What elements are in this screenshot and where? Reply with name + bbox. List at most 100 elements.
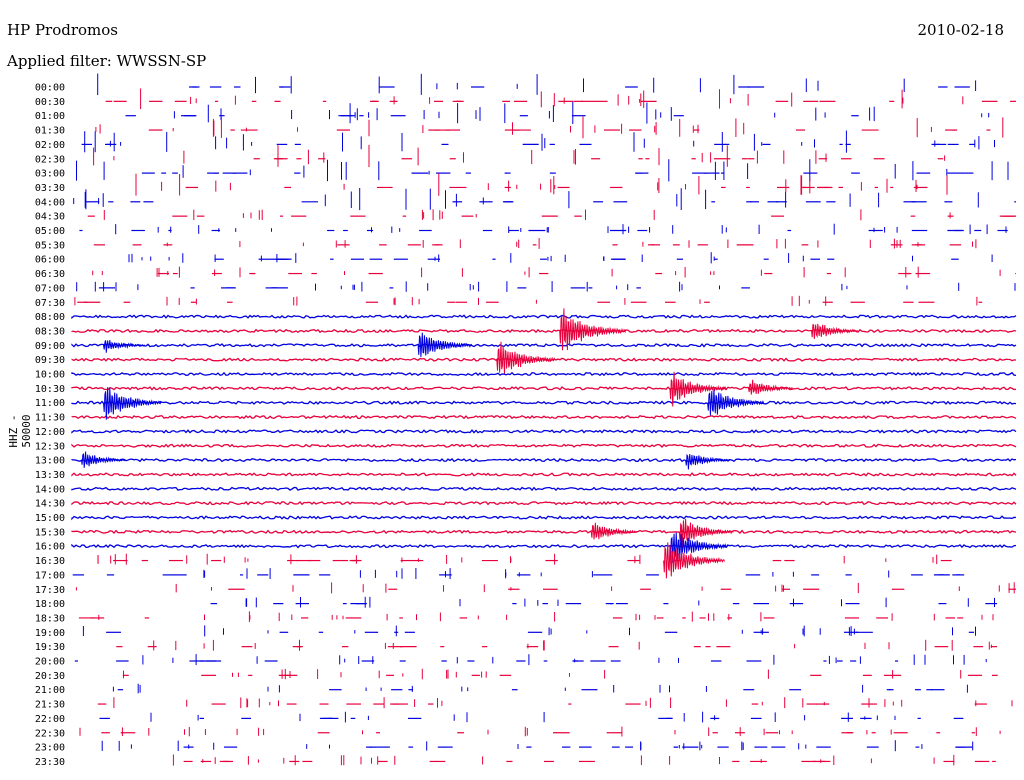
event-burst xyxy=(103,340,146,353)
trace-line xyxy=(71,429,1017,434)
trace-line xyxy=(71,443,1017,448)
trace-row xyxy=(71,515,1017,521)
row-tick-label: 21:30 xyxy=(35,700,65,711)
trace-row xyxy=(75,582,1016,594)
row-tick-label: 18:00 xyxy=(35,599,65,610)
row-tick-label: 16:00 xyxy=(35,542,65,553)
row-tick-label: 02:30 xyxy=(35,154,65,165)
row-tick-label: 11:00 xyxy=(35,398,65,409)
trace-row xyxy=(78,611,994,622)
trace-row xyxy=(71,343,1017,348)
trace-row xyxy=(105,88,1016,110)
seismic-traces xyxy=(71,73,1017,766)
row-tick-label: 00:00 xyxy=(35,83,65,94)
row-tick-label: 21:00 xyxy=(35,685,65,696)
event-burst xyxy=(496,341,556,374)
row-tick-label: 02:00 xyxy=(35,140,65,151)
event-burst xyxy=(590,522,638,540)
trace-row xyxy=(87,209,1016,221)
trace-row xyxy=(71,414,1017,420)
trace-row xyxy=(72,568,965,579)
trace-row xyxy=(99,711,964,723)
trace-row xyxy=(93,144,946,167)
row-tick-label: 01:00 xyxy=(35,111,65,122)
row-tick-label: 17:30 xyxy=(35,585,65,596)
row-tick-label: 06:30 xyxy=(35,269,65,280)
row-tick-label: 10:00 xyxy=(35,370,65,381)
row-tick-label: 13:00 xyxy=(35,456,65,467)
row-tick-label: 22:00 xyxy=(35,714,65,725)
row-tick-label: 06:00 xyxy=(35,255,65,266)
trace-line xyxy=(71,400,1017,405)
row-tick-label: 23:00 xyxy=(35,743,65,754)
station-title: HP Prodromos xyxy=(7,21,118,39)
trace-row xyxy=(128,252,993,264)
trace-row xyxy=(74,295,983,307)
row-tick-label: 18:30 xyxy=(35,613,65,624)
trace-line xyxy=(71,371,1017,377)
row-tick-label: 22:30 xyxy=(35,728,65,739)
trace-line xyxy=(71,414,1017,420)
trace-row xyxy=(76,159,1009,182)
trace-row xyxy=(172,754,996,766)
row-tick-label: 17:00 xyxy=(35,570,65,581)
trace-row xyxy=(135,173,948,196)
row-tick-label: 13:30 xyxy=(35,470,65,481)
event-burst xyxy=(559,308,626,351)
trace-line xyxy=(71,314,1017,320)
trace-line xyxy=(71,386,1017,391)
row-tick-label: 05:30 xyxy=(35,240,65,251)
row-tick-label: 19:30 xyxy=(35,642,65,653)
trace-row xyxy=(71,400,1017,405)
row-tick-labels: 00:00 00:30 01:00 01:30 02:00 02:30 03:00 03:30… xyxy=(35,83,65,768)
trace-row xyxy=(71,472,1017,477)
event-burst xyxy=(80,451,126,468)
event-burst xyxy=(103,387,162,420)
event-burst xyxy=(811,323,858,339)
trace-row xyxy=(71,314,1017,320)
row-tick-label: 07:00 xyxy=(35,283,65,294)
row-tick-label: 12:00 xyxy=(35,427,65,438)
trace-line xyxy=(71,457,1017,463)
row-tick-label: 19:00 xyxy=(35,628,65,639)
trace-line xyxy=(71,515,1017,521)
row-tick-label: 04:00 xyxy=(35,197,65,208)
event-burst xyxy=(417,332,473,358)
row-tick-label: 01:30 xyxy=(35,126,65,137)
trace-row xyxy=(71,500,1017,506)
trace-row xyxy=(97,553,952,565)
trace-row xyxy=(73,188,1016,211)
trace-row xyxy=(71,543,1017,549)
date-label: 2010-02-18 xyxy=(917,21,1004,39)
trace-row xyxy=(76,281,1016,292)
trace-line xyxy=(71,343,1017,348)
row-tick-label: 09:00 xyxy=(35,341,65,352)
event-burst xyxy=(748,379,793,395)
trace-line xyxy=(71,472,1017,477)
row-tick-label: 14:00 xyxy=(35,484,65,495)
event-burst xyxy=(669,371,727,407)
trace-row xyxy=(82,625,976,637)
trace-row xyxy=(71,457,1017,463)
row-tick-label: 08:30 xyxy=(35,326,65,337)
trace-row xyxy=(125,101,990,124)
trace-row xyxy=(71,529,1017,535)
trace-row xyxy=(92,266,1016,278)
trace-row xyxy=(112,683,968,694)
trace-row xyxy=(79,726,1001,737)
trace-row xyxy=(81,130,995,153)
trace-row xyxy=(116,639,998,651)
row-tick-label: 03:30 xyxy=(35,183,65,194)
event-burst xyxy=(663,542,725,579)
trace-row xyxy=(210,596,997,608)
trace-row xyxy=(71,429,1017,434)
trace-line xyxy=(71,543,1017,549)
row-tick-label: 15:00 xyxy=(35,513,65,524)
row-tick-label: 20:30 xyxy=(35,671,65,682)
trace-row xyxy=(101,740,974,752)
event-burst xyxy=(678,518,734,548)
row-tick-label: 16:30 xyxy=(35,556,65,567)
row-tick-label: 00:30 xyxy=(35,97,65,108)
trace-row xyxy=(71,328,1017,334)
